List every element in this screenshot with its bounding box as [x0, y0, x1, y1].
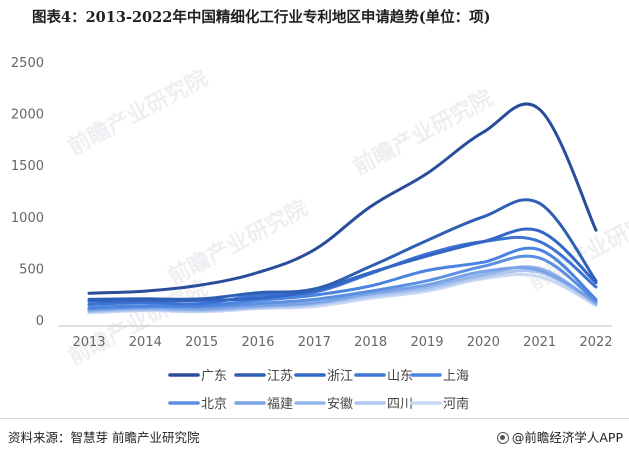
x-tick-label: 2022 — [579, 335, 612, 350]
x-tick-label: 2016 — [241, 335, 274, 350]
legend-label: 浙江 — [327, 369, 353, 384]
legend-label: 福建 — [267, 397, 293, 412]
line-chart: 0 500 1000 1500 2000 2500 2013 2014 2015 2016 2017… — [11, 56, 613, 412]
x-tick-label: 2015 — [185, 335, 218, 350]
legend-label: 河南 — [443, 396, 469, 412]
brand-text: @前瞻经济学人APP — [511, 430, 623, 445]
legend-label: 北京 — [201, 397, 227, 412]
series-line — [87, 235, 598, 306]
legend-label: 山东 — [387, 369, 413, 384]
y-tick-label: 1500 — [11, 159, 44, 174]
y-tick-label: 2000 — [11, 108, 44, 123]
legend-label: 江苏 — [267, 368, 293, 384]
series-line — [87, 246, 598, 310]
qianzhan-logo-icon — [496, 432, 509, 444]
x-tick-label: 2018 — [354, 335, 387, 350]
x-tick-label: 2019 — [410, 335, 443, 350]
y-tick-label: 1000 — [11, 211, 44, 226]
legend-label: 四川 — [387, 397, 413, 412]
legend-label: 上海 — [443, 369, 469, 384]
x-tick-label: 2013 — [72, 335, 105, 350]
footer: 资料来源：智慧芽 前瞻产业研究院 @前瞻经济学人APP — [0, 418, 629, 456]
legend-label: 安徽 — [327, 397, 353, 412]
x-tick-label: 2020 — [467, 335, 500, 350]
y-tick-label: 2500 — [11, 56, 44, 71]
chart-title: 图表4：2013-2022年中国精细化工行业专利地区申请趋势(单位：项) — [32, 9, 491, 26]
series-line — [87, 102, 598, 295]
source-note: 资料来源：智慧芽 前瞻产业研究院 — [8, 430, 200, 445]
x-tick-label: 2021 — [523, 335, 556, 350]
legend-label: 广东 — [201, 369, 227, 384]
series-line — [87, 266, 598, 312]
series-line — [87, 198, 598, 301]
y-tick-label: 500 — [19, 262, 44, 277]
x-tick-label: 2017 — [298, 335, 331, 350]
y-tick-label: 0 — [36, 314, 44, 329]
brand-credit: @前瞻经济学人APP — [496, 427, 623, 446]
x-tick-label: 2014 — [129, 335, 162, 350]
